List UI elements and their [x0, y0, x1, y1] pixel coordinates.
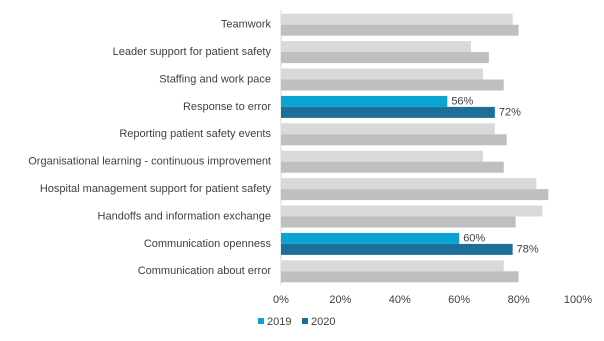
bar	[281, 205, 543, 217]
bar	[281, 134, 507, 146]
bar	[281, 260, 504, 272]
y-tick-label: Teamwork	[221, 19, 272, 31]
x-tick-label: 80%	[508, 294, 530, 306]
bar	[281, 178, 537, 190]
y-tick-label: Reporting patient safety events	[119, 128, 271, 140]
bar	[281, 271, 519, 283]
bar	[281, 52, 489, 64]
bar	[281, 150, 483, 162]
bar	[281, 68, 483, 80]
bar	[281, 41, 472, 53]
legend-swatch	[258, 318, 264, 324]
y-tick-label: Organisational learning - continuous imp…	[28, 156, 271, 168]
bar	[281, 106, 495, 118]
bar	[281, 24, 519, 36]
bar	[281, 216, 516, 228]
bar	[281, 189, 549, 201]
legend-label: 2020	[311, 316, 335, 328]
x-tick-label: 100%	[564, 294, 592, 306]
y-tick-label: Leader support for patient safety	[113, 46, 272, 58]
bar	[281, 243, 513, 255]
y-tick-label: Communication about error	[138, 265, 272, 277]
y-tick-label: Staffing and work pace	[159, 73, 271, 85]
data-label: 60%	[463, 232, 485, 244]
y-tick-label: Handoffs and information exchange	[98, 210, 271, 222]
bar	[281, 161, 504, 173]
legend-label: 2019	[267, 316, 291, 328]
bar	[281, 79, 504, 91]
data-label: 56%	[451, 95, 473, 107]
data-label: 72%	[499, 106, 521, 118]
x-tick-label: 40%	[389, 294, 411, 306]
y-tick-label: Hospital management support for patient …	[40, 183, 272, 195]
legend-swatch	[302, 318, 308, 324]
y-tick-label: Response to error	[183, 101, 271, 113]
bar	[281, 95, 448, 107]
x-tick-label: 60%	[448, 294, 470, 306]
bar	[281, 123, 495, 135]
x-tick-label: 0%	[273, 294, 289, 306]
data-label: 78%	[517, 243, 539, 255]
bar	[281, 13, 513, 25]
x-tick-label: 20%	[329, 294, 351, 306]
bar	[281, 232, 460, 244]
y-tick-label: Communication openness	[144, 238, 272, 250]
